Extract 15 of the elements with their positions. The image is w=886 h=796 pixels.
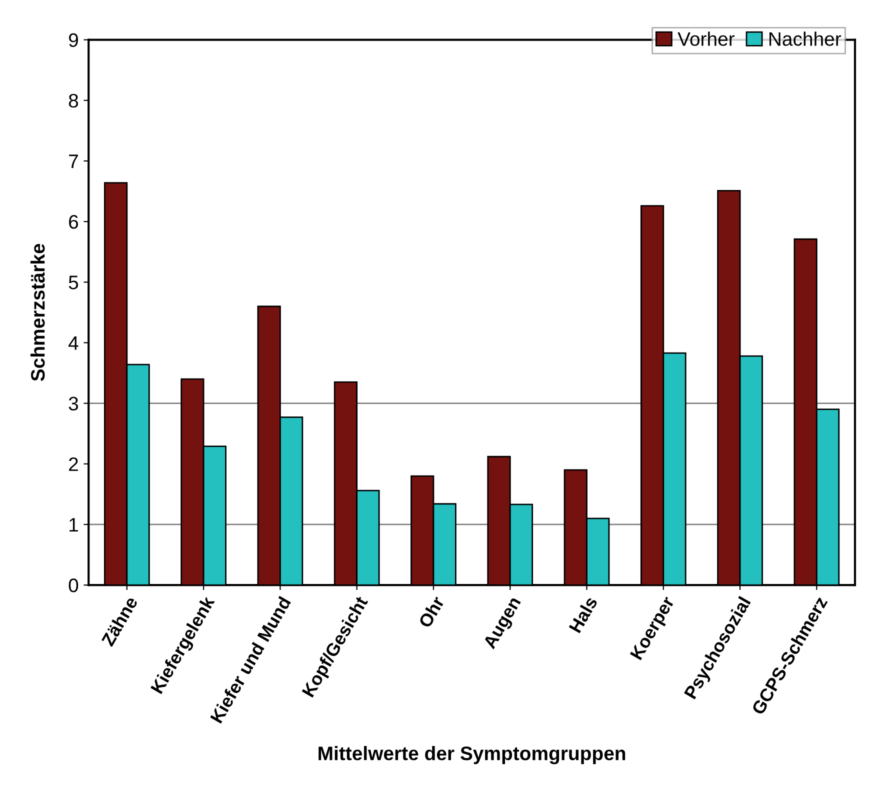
y-tick-label: 8: [68, 94, 78, 108]
y-tick-label: 2: [69, 457, 78, 471]
y-axis-title: Schmerzstärke: [30, 244, 45, 382]
y-tick-label: 5: [68, 276, 78, 290]
y-tick-label: 1: [70, 518, 78, 532]
x-tick-label: Ohr: [418, 595, 445, 629]
y-tick-label: 9: [68, 33, 78, 48]
y-tick-label: 6: [69, 215, 78, 229]
x-axis-title: Mittelwerte der Symptomgruppen: [318, 746, 626, 764]
legend-label: Nachher: [769, 32, 842, 46]
y-tick-label: 3: [68, 396, 78, 411]
y-tick-label: 4: [68, 336, 78, 350]
y-tick-label: 0: [68, 578, 78, 592]
y-tick-label: 7: [69, 154, 78, 168]
legend-label: Vorher: [678, 32, 735, 46]
